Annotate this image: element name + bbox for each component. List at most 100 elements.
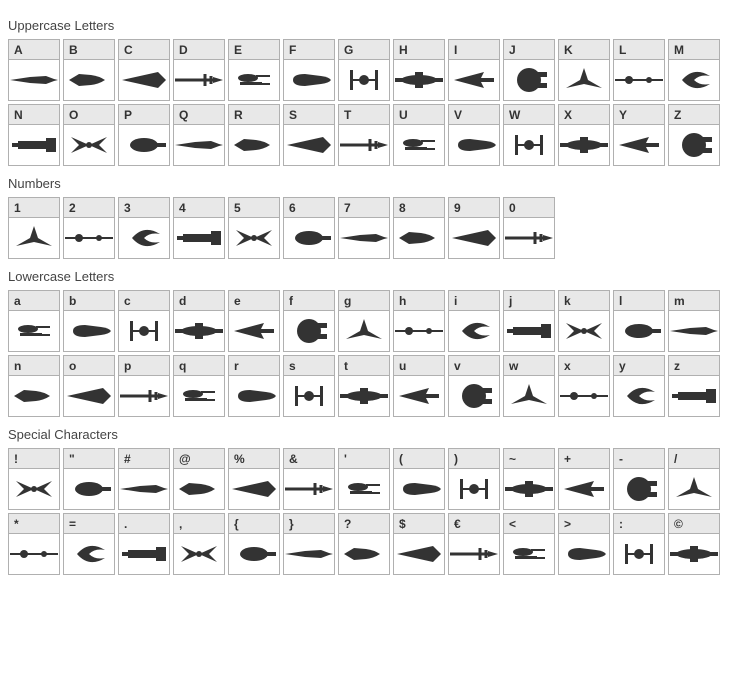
glyph-cell[interactable]: © [668,513,720,575]
glyph-cell[interactable]: N [8,104,60,166]
glyph-cell[interactable]: - [613,448,665,510]
glyph-cell[interactable]: F [283,39,335,101]
glyph-cell[interactable]: { [228,513,280,575]
glyph-cell[interactable]: g [338,290,390,352]
glyph-cell[interactable]: q [173,355,225,417]
glyph-cell[interactable]: s [283,355,335,417]
glyph-cell[interactable]: K [558,39,610,101]
glyph-cell[interactable]: O [63,104,115,166]
glyph-cell[interactable]: J [503,39,555,101]
glyph-cell[interactable]: X [558,104,610,166]
glyph-cell[interactable]: & [283,448,335,510]
glyph-cell[interactable]: x [558,355,610,417]
glyph-cell[interactable]: R [228,104,280,166]
glyph-cell[interactable]: < [503,513,555,575]
glyph-cell[interactable]: Q [173,104,225,166]
glyph-cell[interactable]: @ [173,448,225,510]
glyph-cell[interactable]: m [668,290,720,352]
glyph-cell[interactable]: , [173,513,225,575]
glyph-label: ' [339,449,389,469]
glyph-cell[interactable]: u [393,355,445,417]
glyph-cell[interactable]: S [283,104,335,166]
glyph-preview [504,218,554,258]
glyph-cell[interactable]: f [283,290,335,352]
glyph-cell[interactable]: V [448,104,500,166]
glyph-shape [340,220,388,256]
glyph-cell[interactable]: e [228,290,280,352]
glyph-label: U [394,105,444,125]
glyph-cell[interactable]: = [63,513,115,575]
glyph-cell[interactable]: : [613,513,665,575]
glyph-shape [395,220,443,256]
glyph-preview [559,125,609,165]
glyph-label: 2 [64,198,114,218]
glyph-cell[interactable]: 0 [503,197,555,259]
glyph-cell[interactable]: + [558,448,610,510]
glyph-preview [339,469,389,509]
glyph-cell[interactable]: ( [393,448,445,510]
glyph-cell[interactable]: M [668,39,720,101]
glyph-cell[interactable]: 8 [393,197,445,259]
glyph-cell[interactable]: € [448,513,500,575]
glyph-cell[interactable]: % [228,448,280,510]
glyph-cell[interactable]: y [613,355,665,417]
glyph-cell[interactable]: j [503,290,555,352]
glyph-cell[interactable]: H [393,39,445,101]
glyph-cell[interactable]: w [503,355,555,417]
glyph-cell[interactable]: 3 [118,197,170,259]
glyph-cell[interactable]: P [118,104,170,166]
glyph-cell[interactable]: 4 [173,197,225,259]
glyph-cell[interactable]: v [448,355,500,417]
glyph-cell[interactable]: 1 [8,197,60,259]
glyph-cell[interactable]: a [8,290,60,352]
glyph-cell[interactable]: Y [613,104,665,166]
glyph-cell[interactable]: / [668,448,720,510]
glyph-cell[interactable]: Z [668,104,720,166]
glyph-cell[interactable]: 6 [283,197,335,259]
glyph-cell[interactable]: U [393,104,445,166]
glyph-cell[interactable]: I [448,39,500,101]
glyph-cell[interactable]: t [338,355,390,417]
glyph-cell[interactable]: ~ [503,448,555,510]
glyph-cell[interactable]: A [8,39,60,101]
glyph-cell[interactable]: > [558,513,610,575]
glyph-cell[interactable]: z [668,355,720,417]
glyph-cell[interactable]: 9 [448,197,500,259]
glyph-cell[interactable]: L [613,39,665,101]
glyph-cell[interactable]: b [63,290,115,352]
glyph-cell[interactable]: h [393,290,445,352]
glyph-cell[interactable]: * [8,513,60,575]
glyph-cell[interactable]: o [63,355,115,417]
glyph-cell[interactable]: d [173,290,225,352]
glyph-cell[interactable]: ' [338,448,390,510]
glyph-cell[interactable]: G [338,39,390,101]
glyph-cell[interactable]: l [613,290,665,352]
glyph-label: * [9,514,59,534]
glyph-cell[interactable]: 5 [228,197,280,259]
glyph-cell[interactable]: . [118,513,170,575]
glyph-label: k [559,291,609,311]
glyph-cell[interactable]: ) [448,448,500,510]
glyph-cell[interactable]: C [118,39,170,101]
glyph-cell[interactable]: n [8,355,60,417]
glyph-cell[interactable]: T [338,104,390,166]
glyph-cell[interactable]: # [118,448,170,510]
glyph-cell[interactable]: i [448,290,500,352]
glyph-cell[interactable]: W [503,104,555,166]
glyph-cell[interactable]: E [228,39,280,101]
glyph-cell[interactable]: } [283,513,335,575]
glyph-cell[interactable]: r [228,355,280,417]
glyph-preview [614,469,664,509]
glyph-cell[interactable]: 7 [338,197,390,259]
glyph-cell[interactable]: c [118,290,170,352]
glyph-cell[interactable]: p [118,355,170,417]
glyph-label: b [64,291,114,311]
glyph-cell[interactable]: B [63,39,115,101]
glyph-cell[interactable]: ! [8,448,60,510]
glyph-cell[interactable]: " [63,448,115,510]
glyph-cell[interactable]: 2 [63,197,115,259]
glyph-cell[interactable]: ? [338,513,390,575]
glyph-cell[interactable]: $ [393,513,445,575]
glyph-cell[interactable]: D [173,39,225,101]
glyph-cell[interactable]: k [558,290,610,352]
